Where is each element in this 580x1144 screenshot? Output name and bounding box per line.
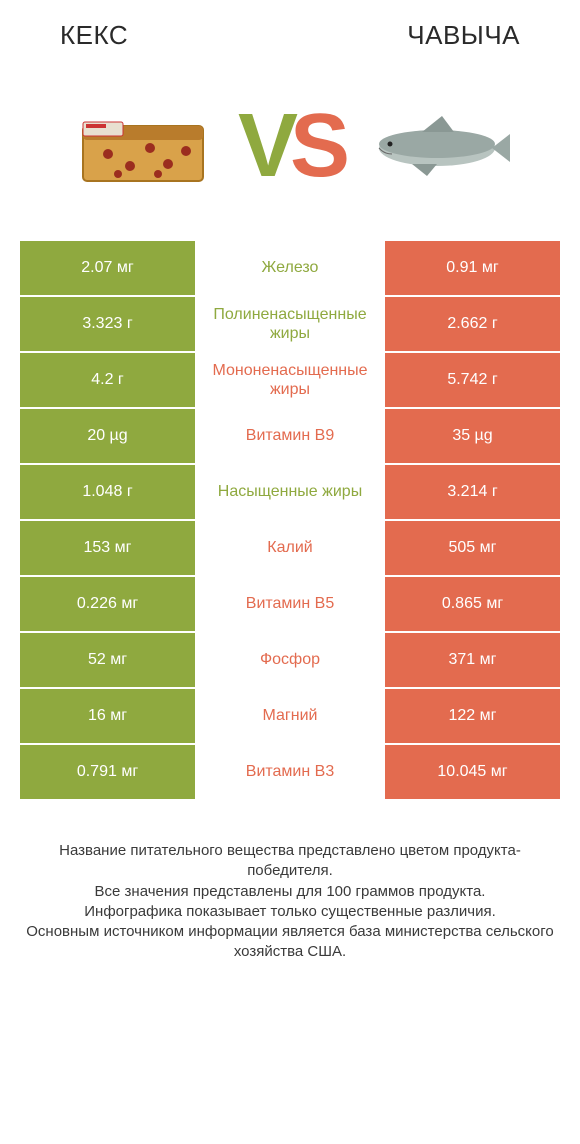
right-value-cell: 0.91 мг (385, 241, 560, 295)
vs-label: VS (238, 101, 342, 191)
footer-line: Все значения представлены для 100 граммо… (20, 882, 560, 902)
footer-notes: Название питательного вещества представл… (0, 801, 580, 983)
table-row: 52 мгФосфор371 мг (20, 633, 560, 689)
footer-line: Инфографика показывает только существенн… (20, 902, 560, 922)
nutrient-label-cell: Витамин B3 (195, 745, 385, 799)
right-value-cell: 505 мг (385, 521, 560, 575)
header: КЕКС ЧАВЫЧА (0, 0, 580, 61)
nutrient-label-cell: Витамин B9 (195, 409, 385, 463)
left-value-cell: 153 мг (20, 521, 195, 575)
left-value-cell: 2.07 мг (20, 241, 195, 295)
nutrient-label-cell: Полиненасыщенные жиры (195, 297, 385, 351)
footer-line: Название питательного вещества представл… (20, 841, 560, 882)
cake-image (68, 91, 218, 201)
right-product-title: ЧАВЫЧА (407, 20, 520, 51)
left-value-cell: 16 мг (20, 689, 195, 743)
right-value-cell: 35 µg (385, 409, 560, 463)
left-value-cell: 1.048 г (20, 465, 195, 519)
table-row: 3.323 гПолиненасыщенные жиры2.662 г (20, 297, 560, 353)
table-row: 20 µgВитамин B935 µg (20, 409, 560, 465)
left-product-title: КЕКС (60, 20, 128, 51)
left-value-cell: 3.323 г (20, 297, 195, 351)
nutrient-label-cell: Насыщенные жиры (195, 465, 385, 519)
right-value-cell: 3.214 г (385, 465, 560, 519)
right-value-cell: 2.662 г (385, 297, 560, 351)
vs-v: V (238, 96, 290, 196)
nutrient-label-cell: Магний (195, 689, 385, 743)
footer-line: Основным источником информации является … (20, 922, 560, 963)
salmon-image (362, 91, 512, 201)
table-row: 1.048 гНасыщенные жиры3.214 г (20, 465, 560, 521)
left-value-cell: 20 µg (20, 409, 195, 463)
hero-row: VS (0, 61, 580, 241)
right-value-cell: 122 мг (385, 689, 560, 743)
table-row: 0.226 мгВитамин B50.865 мг (20, 577, 560, 633)
left-value-cell: 52 мг (20, 633, 195, 687)
nutrient-label-cell: Витамин B5 (195, 577, 385, 631)
left-value-cell: 4.2 г (20, 353, 195, 407)
nutrient-label-cell: Железо (195, 241, 385, 295)
table-row: 153 мгКалий505 мг (20, 521, 560, 577)
table-row: 2.07 мгЖелезо0.91 мг (20, 241, 560, 297)
table-row: 16 мгМагний122 мг (20, 689, 560, 745)
right-value-cell: 371 мг (385, 633, 560, 687)
nutrient-label-cell: Фосфор (195, 633, 385, 687)
right-value-cell: 5.742 г (385, 353, 560, 407)
left-value-cell: 0.226 мг (20, 577, 195, 631)
left-value-cell: 0.791 мг (20, 745, 195, 799)
table-row: 0.791 мгВитамин B310.045 мг (20, 745, 560, 801)
comparison-table: 2.07 мгЖелезо0.91 мг3.323 гПолиненасыщен… (20, 241, 560, 801)
right-value-cell: 10.045 мг (385, 745, 560, 799)
right-value-cell: 0.865 мг (385, 577, 560, 631)
nutrient-label-cell: Калий (195, 521, 385, 575)
vs-s: S (290, 96, 342, 196)
nutrient-label-cell: Мононенасыщенные жиры (195, 353, 385, 407)
table-row: 4.2 гМононенасыщенные жиры5.742 г (20, 353, 560, 409)
